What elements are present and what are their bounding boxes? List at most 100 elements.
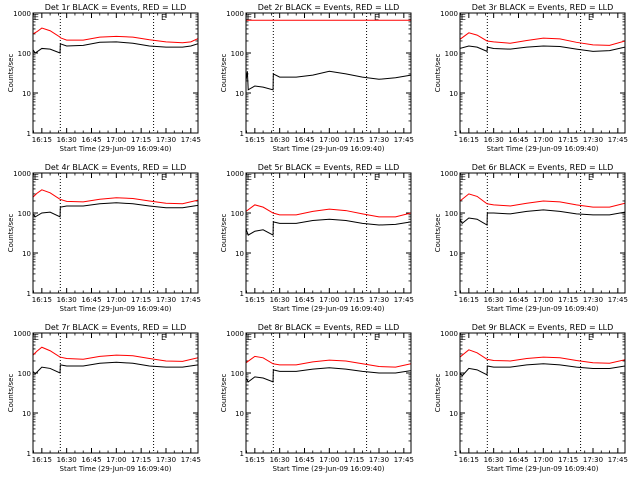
- y-axis-label: Counts/sec: [434, 214, 442, 253]
- x-tick-label: 17:15: [131, 456, 151, 464]
- y-tick-label: 1: [454, 290, 458, 298]
- chart-title: Det 3r BLACK = Events, RED = LLD: [472, 3, 614, 12]
- event-marker-label: E: [247, 13, 252, 22]
- x-tick-label: 17:45: [394, 456, 414, 464]
- y-tick-label: 10: [235, 250, 244, 258]
- chart-title: Det 2r BLACK = Events, RED = LLD: [258, 3, 400, 12]
- x-tick-label: 17:45: [608, 296, 628, 304]
- y-tick-label: 100: [231, 370, 244, 378]
- event-rate-line: [246, 70, 411, 91]
- y-tick-label: 1000: [226, 10, 244, 18]
- y-axis-label: Counts/sec: [7, 54, 15, 93]
- y-tick-label: 10: [235, 90, 244, 98]
- x-tick-label: 17:30: [156, 136, 176, 144]
- x-tick-label: 16:15: [459, 296, 479, 304]
- x-tick-label: 17:30: [369, 136, 389, 144]
- x-tick-label: 17:30: [583, 136, 603, 144]
- x-tick-label: 16:15: [245, 456, 265, 464]
- x-tick-label: 17:15: [131, 296, 151, 304]
- y-tick-label: 1000: [13, 10, 31, 18]
- y-tick-label: 10: [235, 410, 244, 418]
- y-tick-label: 100: [18, 370, 31, 378]
- x-tick-label: 17:30: [369, 456, 389, 464]
- x-tick-label: 17:45: [181, 456, 201, 464]
- x-tick-label: 16:15: [32, 136, 52, 144]
- x-tick-label: 16:45: [81, 456, 101, 464]
- x-tick-label: 17:45: [394, 296, 414, 304]
- y-axis-label: Counts/sec: [434, 54, 442, 93]
- x-tick-label: 17:15: [131, 136, 151, 144]
- y-tick-label: 1: [240, 130, 244, 138]
- y-tick-label: 1000: [440, 330, 458, 338]
- y-tick-label: 100: [445, 210, 458, 218]
- x-tick-label: 17:45: [394, 136, 414, 144]
- x-axis-label: Start Time (29-Jun-09 16:09:40): [60, 305, 172, 313]
- x-tick-label: 17:30: [583, 456, 603, 464]
- y-tick-label: 10: [449, 250, 458, 258]
- chart-title: Det 7r BLACK = Events, RED = LLD: [45, 323, 187, 332]
- y-tick-label: 10: [22, 90, 31, 98]
- x-tick-label: 17:15: [558, 456, 578, 464]
- event-marker-label: E: [461, 173, 466, 182]
- y-tick-label: 1000: [13, 330, 31, 338]
- plot-frame: [459, 12, 626, 134]
- chart-panel-6: Det 6r BLACK = Events, RED = LLD Counts/s…: [434, 163, 628, 313]
- x-tick-label: 16:45: [81, 296, 101, 304]
- x-tick-label: 16:45: [508, 136, 528, 144]
- y-axis-label: Counts/sec: [434, 374, 442, 413]
- event-marker-label: E: [588, 13, 593, 22]
- chart-title: Det 4r BLACK = Events, RED = LLD: [45, 163, 187, 172]
- y-tick-label: 1: [240, 450, 244, 458]
- chart-panel-7: Det 7r BLACK = Events, RED = LLD Counts/s…: [7, 323, 201, 473]
- y-tick-label: 1000: [440, 10, 458, 18]
- y-tick-label: 10: [22, 250, 31, 258]
- x-tick-label: 16:45: [294, 296, 314, 304]
- x-tick-label: 17:00: [533, 136, 553, 144]
- y-axis-label: Counts/sec: [220, 214, 228, 253]
- x-axis-label: Start Time (29-Jun-09 16:09:40): [273, 465, 385, 473]
- plot-frame: [245, 332, 412, 454]
- x-tick-label: 17:00: [106, 136, 126, 144]
- event-rate-line: [33, 361, 198, 375]
- x-tick-label: 16:30: [57, 136, 77, 144]
- y-axis-label: Counts/sec: [7, 374, 15, 413]
- event-rate-line: [246, 367, 411, 383]
- x-tick-label: 17:00: [106, 296, 126, 304]
- x-tick-label: 16:15: [32, 296, 52, 304]
- chart-panel-5: Det 5r BLACK = Events, RED = LLD Counts/s…: [220, 163, 414, 313]
- x-tick-label: 16:30: [270, 136, 290, 144]
- event-rate-line: [33, 202, 198, 218]
- y-tick-label: 10: [449, 410, 458, 418]
- x-axis-label: Start Time (29-Jun-09 16:09:40): [487, 305, 599, 313]
- plot-frame: [245, 12, 412, 134]
- y-tick-label: 100: [445, 370, 458, 378]
- x-tick-label: 16:30: [57, 456, 77, 464]
- x-tick-label: 17:00: [319, 296, 339, 304]
- event-marker-label: E: [161, 13, 166, 22]
- plot-frame: [245, 172, 412, 294]
- lld-rate-line: [246, 355, 411, 368]
- chart-title: Det 8r BLACK = Events, RED = LLD: [258, 323, 400, 332]
- x-tick-label: 16:30: [57, 296, 77, 304]
- event-marker-label: E: [588, 333, 593, 342]
- x-tick-label: 17:15: [558, 136, 578, 144]
- lld-rate-line: [460, 32, 625, 46]
- chart-title: Det 6r BLACK = Events, RED = LLD: [472, 163, 614, 172]
- lld-rate-line: [460, 349, 625, 364]
- y-tick-label: 1: [27, 130, 31, 138]
- event-marker-label: E: [374, 333, 379, 342]
- x-tick-label: 17:00: [319, 136, 339, 144]
- plot-frame: [459, 332, 626, 454]
- x-tick-label: 17:45: [608, 456, 628, 464]
- x-tick-label: 17:15: [344, 136, 364, 144]
- chart-panel-4: Det 4r BLACK = Events, RED = LLD Counts/s…: [7, 163, 201, 313]
- y-tick-label: 1000: [440, 170, 458, 178]
- x-tick-label: 16:45: [508, 456, 528, 464]
- chart-title: Det 5r BLACK = Events, RED = LLD: [258, 163, 400, 172]
- plot-frame: [32, 12, 199, 134]
- y-tick-label: 1000: [226, 330, 244, 338]
- chart-panel-3: Det 3r BLACK = Events, RED = LLD Counts/s…: [434, 3, 628, 153]
- x-tick-label: 17:30: [369, 296, 389, 304]
- y-tick-label: 100: [18, 210, 31, 218]
- event-rate-line: [246, 218, 411, 236]
